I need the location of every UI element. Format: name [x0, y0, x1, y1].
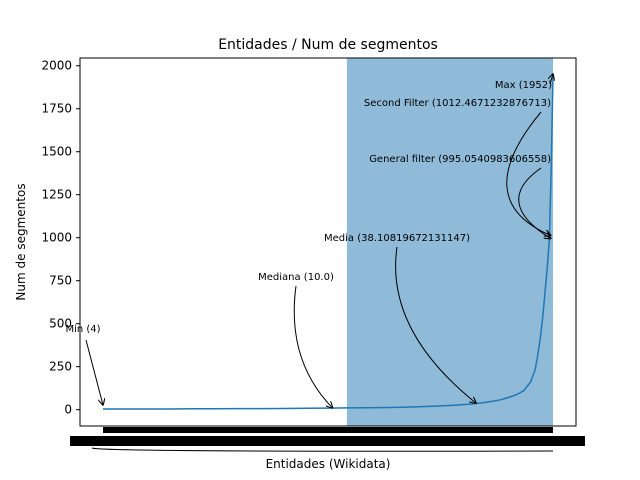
y-tick-label: 1750 [41, 102, 72, 116]
chart-title: Entidades / Num de segmentos [218, 37, 438, 53]
highlight-span [346, 58, 553, 426]
y-tick-label: 500 [49, 317, 72, 331]
annotation-arrow [550, 74, 553, 85]
annotation-label: Mediana (10.0) [258, 272, 334, 283]
annotation: Media (38.10819672131147) [324, 233, 476, 403]
y-tick-label: 750 [49, 274, 72, 288]
y-tick-label: 250 [49, 360, 72, 374]
y-tick-label: 2000 [41, 59, 72, 73]
annotation: General filter (995.0540983606558) [369, 154, 551, 239]
y-axis-label: Num de segmentos [14, 183, 28, 300]
plot-frame [79, 57, 577, 427]
y-tick-label: 0 [64, 403, 72, 417]
annotation-arrow [518, 167, 551, 239]
annotation-label: Media (38.10819672131147) [324, 233, 470, 244]
annotation-label: Min (4) [65, 324, 100, 335]
annotation-label: Max (1952) [495, 80, 552, 91]
annotation: Min (4) [65, 324, 103, 405]
series-line [103, 73, 554, 410]
annotation-label: Second Filter (1012.4671232876713) [364, 98, 551, 109]
y-tick-label: 1000 [41, 231, 72, 245]
annotations: Max (1952) Second Filter (1012.4671232876… [65, 74, 553, 408]
y-tick-label: 1500 [41, 145, 72, 159]
y-axis-ticks: 0 250 500 750 1000 1250 1500 1750 2000 [41, 59, 80, 417]
annotation-arrow [395, 246, 476, 403]
y-tick-label: 1250 [41, 188, 72, 202]
annotation: Max (1952) [495, 74, 553, 91]
annotation-arrow [85, 339, 103, 405]
annotation-label: General filter (995.0540983606558) [369, 154, 551, 165]
x-tick-labels-illegible [70, 427, 585, 452]
x-axis-label: Entidades (Wikidata) [266, 457, 391, 471]
annotation-arrow [293, 285, 332, 408]
annotation: Mediana (10.0) [258, 272, 334, 408]
